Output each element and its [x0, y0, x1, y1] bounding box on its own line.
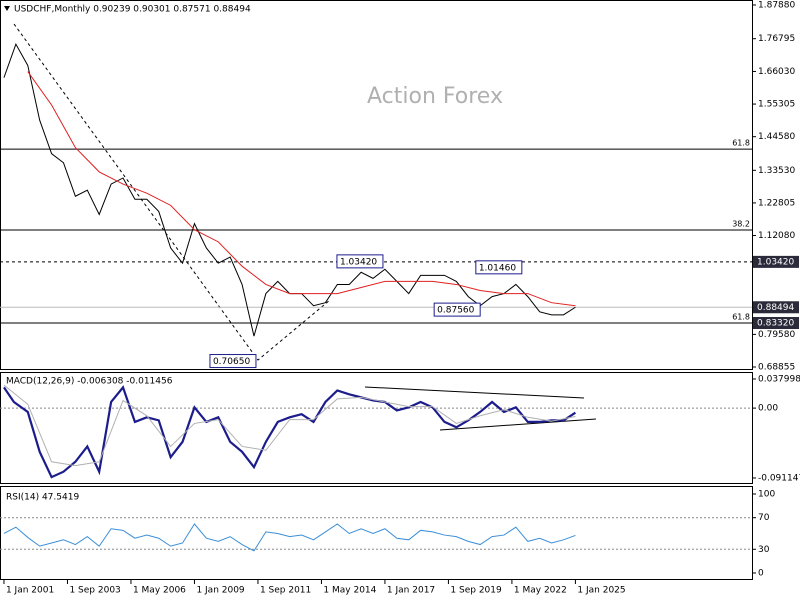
annotation-box: [433, 302, 481, 317]
level-label: 38.2: [732, 219, 750, 228]
x-tick-label: 1 May 2014: [323, 586, 376, 596]
y-tick-label: 100: [758, 490, 775, 500]
x-tick-label: 1 Sep 2019: [450, 586, 502, 596]
x-tick-label: 1 Jan 2025: [577, 586, 625, 596]
annotation-box: [336, 254, 384, 269]
y-tick-label: 1.87880: [758, 0, 795, 10]
menu-arrow[interactable]: [4, 6, 10, 11]
y-tick-label: 1.33530: [758, 166, 795, 176]
rsi-panel: [0, 486, 753, 580]
price-tag: [753, 317, 799, 330]
annotation-label: 1.03420: [340, 257, 377, 267]
trend-line: [439, 418, 597, 431]
series-line: [27, 71, 576, 307]
y-tick-label: -0.091147: [758, 473, 800, 483]
x-tick-label: 1 Sep 2003: [69, 586, 120, 596]
price-panel: [0, 0, 753, 370]
y-tick-label: 0.037998: [758, 374, 800, 384]
y-tick-label: 70: [758, 513, 770, 523]
y-tick-label: 1.12080: [758, 231, 795, 241]
macd-panel: [0, 372, 753, 484]
y-tick-label: 1.76795: [758, 34, 795, 44]
series-line: [3, 523, 576, 552]
series-line: [3, 384, 576, 467]
annotation-label: 0.87560: [437, 306, 474, 316]
y-tick-label: 0: [758, 568, 764, 578]
annotation-box: [475, 260, 523, 275]
x-tick-label: 1 May 2006: [133, 586, 186, 596]
trend-line: [364, 386, 585, 399]
price-tag-label: 0.88494: [757, 303, 794, 313]
annotation-box: [209, 354, 257, 369]
level-label: 61.8: [732, 139, 750, 148]
annotation-label: 1.01460: [479, 263, 516, 273]
y-tick-label: 1.55305: [758, 100, 795, 110]
y-tick-label: 1.66030: [758, 67, 795, 77]
y-tick-label: 30: [758, 545, 770, 555]
watermark: Action Forex: [367, 84, 503, 109]
y-tick-label: 0.79580: [758, 330, 795, 340]
trend-line: [13, 23, 331, 361]
x-tick-label: 1 Jan 2009: [196, 586, 244, 596]
x-tick-label: 1 Jan 2001: [6, 586, 54, 596]
y-tick-label: 0.68855: [758, 363, 795, 373]
price-tag: [753, 255, 799, 268]
annotation-label: 0.70650: [213, 357, 250, 367]
y-tick-label: 0.00: [758, 404, 778, 414]
panel-title: MACD(12,26,9) -0.006308 -0.011456: [6, 377, 173, 387]
price-tag: [753, 301, 799, 314]
level-label: 61.8: [732, 313, 750, 322]
price-tag-label: 0.83320: [757, 319, 794, 329]
panel-title: USDCHF,Monthly 0.90239 0.90301 0.87571 0…: [14, 5, 251, 15]
y-tick-label: 1.22805: [758, 198, 795, 208]
x-tick-label: 1 Sep 2011: [260, 586, 311, 596]
y-tick-label: 1.44580: [758, 132, 795, 142]
series-line: [3, 385, 577, 479]
x-tick-label: 1 Jan 2017: [387, 586, 435, 596]
panel-title: RSI(14) 47.5419: [6, 493, 79, 503]
price-tag-label: 1.03420: [757, 257, 794, 267]
x-tick-label: 1 May 2022: [514, 586, 567, 596]
